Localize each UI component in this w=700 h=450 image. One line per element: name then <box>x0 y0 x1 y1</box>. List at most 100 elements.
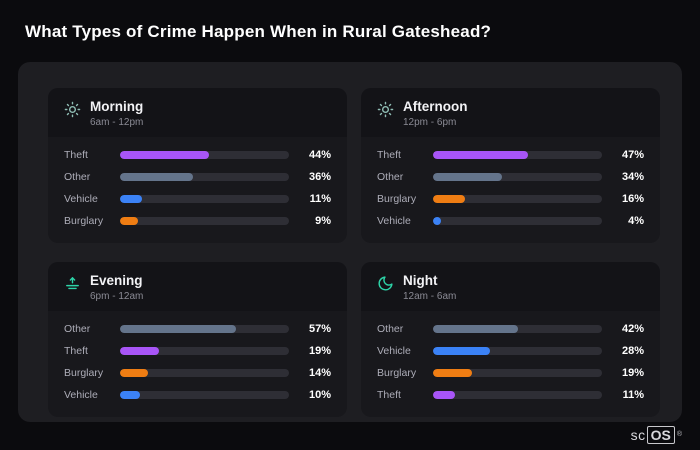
percent-label: 34% <box>621 170 644 183</box>
bar-fill <box>433 324 519 333</box>
brand-text-os: OS <box>646 426 675 444</box>
bar-rows: Other 42% Vehicle 28% Burglary 19% Theft… <box>377 321 644 405</box>
card-header-evening: Evening 6pm - 12am <box>48 262 347 312</box>
bar-track <box>433 324 602 333</box>
percent-label: 19% <box>621 366 644 379</box>
bar-track <box>120 172 289 181</box>
bar-fill <box>433 216 442 225</box>
category-label: Other <box>64 322 91 335</box>
bar-row: Burglary 9% <box>64 213 331 228</box>
category-label: Vehicle <box>64 388 98 401</box>
registered-mark: ® <box>676 431 682 438</box>
bar-fill <box>433 150 529 159</box>
category-label: Vehicle <box>64 192 98 205</box>
card-title: Morning <box>90 99 144 114</box>
bar-track <box>120 390 289 399</box>
bar-track <box>120 194 289 203</box>
bar-fill <box>120 346 159 355</box>
bar-row: Other 42% <box>377 321 644 336</box>
bar-fill <box>433 390 456 399</box>
percent-label: 44% <box>308 148 331 161</box>
bar-track <box>120 346 289 355</box>
category-label: Vehicle <box>377 344 411 357</box>
category-label: Burglary <box>377 192 417 205</box>
bar-track <box>120 150 289 159</box>
card-header-text: Evening 6pm - 12am <box>90 273 143 302</box>
percent-label: 14% <box>308 366 331 379</box>
category-label: Burglary <box>64 366 104 379</box>
bar-row: Other 34% <box>377 169 644 184</box>
moon-icon <box>377 275 394 292</box>
percent-label: 42% <box>621 322 644 335</box>
time-card-evening: Evening 6pm - 12am Other 57% Theft 19% B… <box>48 262 347 417</box>
bar-row: Other 57% <box>64 321 331 336</box>
percent-label: 47% <box>621 148 644 161</box>
bar-track <box>433 368 602 377</box>
bar-fill <box>433 194 466 203</box>
bar-row: Vehicle 28% <box>377 343 644 358</box>
percent-label: 9% <box>315 214 331 227</box>
bar-row: Vehicle 11% <box>64 191 331 206</box>
sunset-icon <box>64 275 81 292</box>
percent-label: 19% <box>308 344 331 357</box>
brand-text-sc: sc <box>630 427 646 443</box>
category-label: Theft <box>377 148 401 161</box>
card-title: Afternoon <box>403 99 468 114</box>
percent-label: 16% <box>621 192 644 205</box>
percent-label: 4% <box>628 214 644 227</box>
percent-label: 11% <box>622 388 644 401</box>
bar-row: Theft 19% <box>64 343 331 358</box>
bar-fill <box>433 172 502 181</box>
sun-icon <box>377 101 394 118</box>
cards-panel: Morning 6am - 12pm Theft 44% Other 36% V… <box>18 62 682 422</box>
percent-label: 10% <box>308 388 331 401</box>
card-subtitle: 12pm - 6pm <box>403 117 457 129</box>
bar-fill <box>120 194 143 203</box>
bar-fill <box>120 150 210 159</box>
percent-label: 11% <box>309 192 331 205</box>
category-label: Vehicle <box>377 214 411 227</box>
bar-row: Burglary 19% <box>377 365 644 380</box>
bar-row: Theft 47% <box>377 147 644 162</box>
category-label: Theft <box>64 148 88 161</box>
bar-rows: Other 57% Theft 19% Burglary 14% Vehicle… <box>64 321 331 405</box>
card-subtitle: 6pm - 12am <box>90 291 144 303</box>
card-title: Night <box>403 273 438 288</box>
bar-rows: Theft 44% Other 36% Vehicle 11% Burglary… <box>64 147 331 231</box>
bar-fill <box>120 216 139 225</box>
bar-row: Other 36% <box>64 169 331 184</box>
card-header-text: Morning 6am - 12pm <box>90 99 143 128</box>
bar-fill <box>120 324 236 333</box>
category-label: Other <box>64 170 91 183</box>
bar-fill <box>433 346 490 355</box>
bar-fill <box>120 172 193 181</box>
card-subtitle: 6am - 12pm <box>90 117 144 129</box>
bar-track <box>120 368 289 377</box>
category-label: Burglary <box>64 214 104 227</box>
bar-track <box>433 390 602 399</box>
category-label: Other <box>377 322 404 335</box>
time-card-morning: Morning 6am - 12pm Theft 44% Other 36% V… <box>48 88 347 243</box>
category-label: Theft <box>377 388 401 401</box>
bar-row: Theft 11% <box>377 387 644 402</box>
card-title: Evening <box>90 273 143 288</box>
bar-track <box>433 172 602 181</box>
bar-track <box>433 216 602 225</box>
category-label: Theft <box>64 344 88 357</box>
percent-label: 36% <box>308 170 331 183</box>
brand-logo: sc OS ® <box>631 426 682 444</box>
sun-icon <box>64 101 81 118</box>
card-header-afternoon: Afternoon 12pm - 6pm <box>361 88 660 138</box>
bar-fill <box>120 390 141 399</box>
bar-track <box>433 150 602 159</box>
bar-row: Vehicle 4% <box>377 213 644 228</box>
bar-row: Burglary 16% <box>377 191 644 206</box>
card-subtitle: 12am - 6am <box>403 291 457 303</box>
card-header-text: Night 12am - 6am <box>403 273 456 302</box>
bar-row: Theft 44% <box>64 147 331 162</box>
percent-label: 57% <box>308 322 331 335</box>
bar-track <box>120 216 289 225</box>
bar-track <box>120 324 289 333</box>
bar-fill <box>433 368 472 377</box>
category-label: Burglary <box>377 366 417 379</box>
